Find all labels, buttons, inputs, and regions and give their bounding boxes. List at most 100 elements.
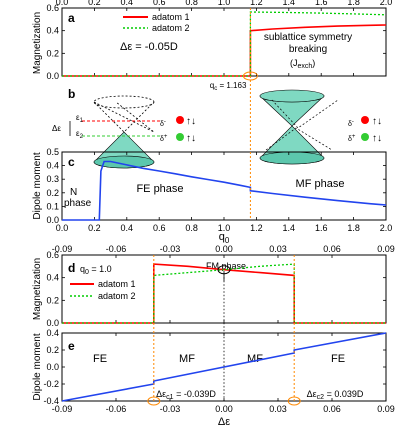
y-tick-label: 0.0 (46, 318, 59, 328)
x-tick-label: 0.2 (88, 223, 101, 233)
left-spin-arrows-down: ↑↓ (186, 133, 196, 144)
phase-label-fe-right: FE (331, 353, 345, 365)
y-tick-label: 0.6 (46, 3, 59, 13)
right-lower-cone-rim (259, 151, 325, 165)
x-tick-label: 1.6 (315, 223, 328, 233)
left-spin-arrows-up: ↑↓ (186, 116, 196, 127)
x-tick-label-top: 0.03 (269, 244, 287, 254)
x-tick-label: 0.09 (377, 404, 395, 414)
series-line-adatom-2 (62, 263, 386, 324)
y-tick-label: 0.0 (46, 362, 59, 372)
x-tick-label: 0.00 (215, 404, 233, 414)
panel-b-letter: b (68, 87, 75, 101)
x-tick-label-top: 0.2 (88, 0, 101, 7)
panel-e-letter: e (68, 339, 75, 353)
x-tick-label-top: -0.06 (106, 244, 127, 254)
left-dot-down (176, 133, 184, 141)
label-delta-minus-right: δ- (348, 119, 354, 128)
right-spin-arrows-down: ↑↓ (372, 133, 382, 144)
x-tick-label-top: 2.0 (380, 0, 393, 7)
right-upper-cone-shifted (271, 99, 339, 129)
series-line-curve-0 (61, 332, 387, 402)
right-dirac-cone: δ- δ+ ↑↓ ↑↓ (259, 89, 382, 165)
x-tick-label: 0.06 (323, 404, 341, 414)
left-lower-cone-rim (93, 155, 155, 169)
y-tick-label: 0.4 (46, 328, 59, 338)
panel-d-letter: d (68, 261, 75, 275)
x-tick-label-top: 0.06 (323, 244, 341, 254)
x-tick-label-top: -0.03 (160, 244, 181, 254)
panel-d-ylabel: Magnetization (32, 258, 43, 320)
x-tick-label-top: 0.8 (185, 0, 198, 7)
panel-b: b ε1 ε2 Δε δ- δ+ ↑↓ ↑↓ (52, 76, 382, 169)
left-upper-cone-rim (93, 95, 155, 109)
y-tick-label: 0.2 (46, 48, 59, 58)
y-tick-label: 0.5 (46, 147, 59, 157)
critical-label-c2: Δεc2 = 0.039D (307, 389, 364, 401)
panel-e-ylabel: Dipole moment (32, 333, 43, 400)
y-tick-label: -0.2 (43, 379, 59, 389)
panel-d-legend: adatom 1 adatom 2 (70, 279, 136, 301)
right-dot-up (361, 116, 369, 124)
panel-c-xlabel: q0 (219, 231, 230, 245)
phase-label-n-1: N (70, 187, 77, 198)
phase-label-mf-left: MF (179, 353, 195, 365)
y-tick-label: 0.4 (46, 161, 59, 171)
label-epsilon-2: ε2 (76, 129, 84, 140)
x-tick-label: 1.0 (218, 223, 231, 233)
panel-d-q0: q0 = 1.0 (80, 264, 112, 276)
x-tick-label: 1.8 (347, 223, 360, 233)
panel-a-breaking-line2: breaking (289, 44, 327, 55)
panel-a-ylabel: Magnetization (32, 12, 43, 74)
y-tick-label: 0.2 (46, 295, 59, 305)
x-tick-label: 1.2 (250, 223, 263, 233)
y-tick-label: 0.0 (46, 71, 59, 81)
label-delta-minus-left: δ- (160, 119, 166, 128)
legend-label-adatom-2: adatom 2 (98, 291, 136, 301)
x-tick-label-top: 0.0 (56, 0, 69, 7)
panel-a-breaking-line1: sublattice symmetry (264, 32, 352, 43)
x-tick-label: -0.03 (160, 404, 181, 414)
x-tick-label-top: -0.09 (52, 244, 73, 254)
panel-c-letter: c (68, 155, 75, 169)
x-tick-label: 0.03 (269, 404, 287, 414)
critical-detuning-marker-2 (287, 396, 301, 406)
label-epsilon-1: ε1 (76, 113, 84, 124)
x-tick-label-top: 0.6 (153, 0, 166, 7)
y-tick-label: 0.2 (46, 188, 59, 198)
panel-a-jexch: (Jexch) (290, 58, 315, 70)
x-tick-label: -0.06 (106, 404, 127, 414)
panel-c-ylabel: Dipole moment (32, 152, 43, 219)
left-dot-up (176, 116, 184, 124)
legend-label-adatom-1: adatom 1 (152, 12, 190, 22)
right-spin-arrows-up: ↑↓ (372, 116, 382, 127)
y-tick-label: 0.6 (46, 250, 59, 260)
phase-label-fe-left: FE (93, 353, 107, 365)
phase-label-n-2: phase (64, 198, 92, 209)
critical-label-c1: Δεc1 = -0.039D (156, 389, 216, 401)
right-lower-cone-shifted (265, 127, 333, 151)
x-tick-label-top: 0.00 (215, 244, 233, 254)
y-tick-label: -0.4 (43, 396, 59, 406)
y-tick-label: 0.1 (46, 201, 59, 211)
x-tick-label-top: 1.6 (315, 0, 328, 7)
label-delta-plus-right: δ+ (348, 134, 356, 143)
right-dot-down (361, 133, 369, 141)
panel-a-letter: a (68, 11, 75, 25)
panel-e: -0.09 -0.06 -0.03 0.00 0.03 0.06 0.09 -0.4 -0.2 0… (32, 255, 395, 428)
x-tick-label: 0.0 (56, 223, 69, 233)
label-delta-epsilon: Δε (52, 124, 61, 133)
x-tick-label-top: 1.0 (218, 0, 231, 7)
x-tick-label-top: 0.09 (377, 244, 395, 254)
series-line-adatom-2 (62, 11, 387, 77)
legend-label-adatom-1: adatom 1 (98, 279, 136, 289)
right-upper-cone-rim (259, 89, 325, 103)
panel-e-xlabel: Δε (218, 416, 230, 428)
y-tick-label: 0.3 (46, 174, 59, 184)
phase-label-mf: MF phase (296, 178, 345, 190)
x-tick-label: 0.6 (153, 223, 166, 233)
panel-a-qc-label: qc = 1.163 (210, 81, 247, 92)
y-tick-label: 0.0 (46, 215, 59, 225)
panel-a-delta-annotation: Δε = -0.05D (120, 41, 178, 53)
panel-d: -0.09 -0.06 -0.03 0.00 0.03 0.06 0.09 0.0 0.2 0.4… (32, 244, 395, 328)
